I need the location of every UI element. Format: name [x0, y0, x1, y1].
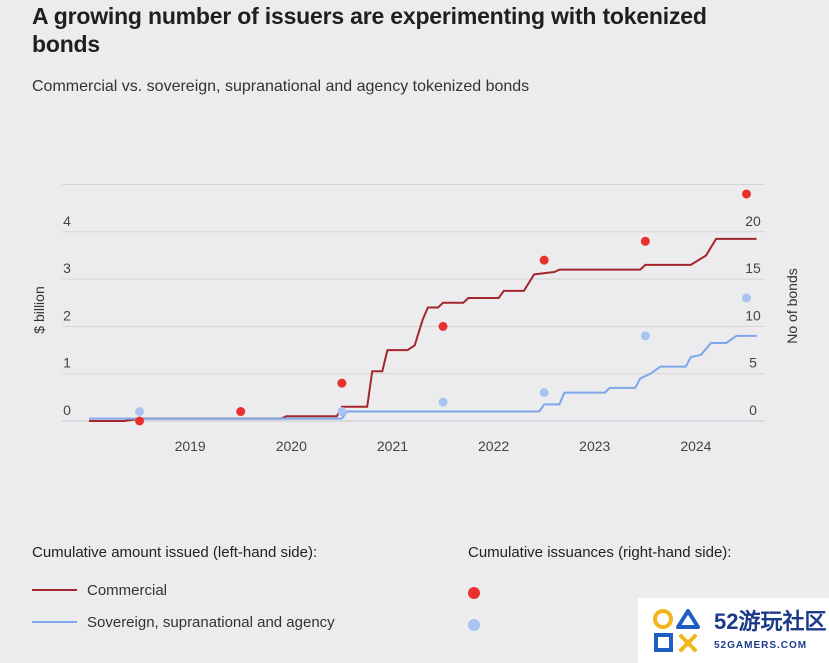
x-tick-label: 2019: [175, 438, 206, 454]
legend-line-commercial: [32, 589, 77, 591]
x-tick-label: 2023: [579, 438, 610, 454]
watermark-logo: 52游玩社区 52GAMERS.COM: [638, 598, 829, 663]
dot-sovereign: [741, 293, 751, 303]
series-line-sovereign: [89, 334, 757, 420]
legend-dot-sovereign: [468, 619, 480, 631]
legend-dot-commercial: [468, 587, 480, 599]
x-tick-label: 2020: [276, 438, 307, 454]
legend-label-commercial: Commercial: [87, 581, 168, 599]
dot-commercial: [539, 255, 549, 265]
y-tick-right-label: 10: [745, 307, 761, 323]
x-tick-label: 2021: [377, 438, 408, 454]
y-tick-right-label: 20: [745, 213, 761, 229]
y-tick-left-label: 0: [63, 402, 71, 418]
chart-subtitle: Commercial vs. sovereign, supranational …: [32, 78, 530, 95]
y-tick-left-label: 4: [63, 213, 71, 229]
x-tick-label: 2022: [478, 438, 509, 454]
y-axis-right-title: No of bonds: [784, 268, 800, 344]
dot-sovereign: [640, 331, 650, 341]
dot-sovereign: [135, 407, 145, 417]
legend-item-sovereign: Sovereign, supranational and agency: [32, 612, 335, 632]
y-tick-right-label: 0: [749, 402, 757, 418]
chart-area: 0 1 2 3 4 0 5 10 15 20 $ billion No of bonds 2019 202…: [31, 184, 800, 454]
y-axis-left-title: $ billion: [31, 286, 47, 333]
dot-commercial: [640, 236, 650, 246]
watermark-text: 52游玩社区: [714, 609, 827, 634]
legend-heading-right: Cumulative issuances (right-hand side):: [468, 544, 732, 561]
y-tick-left-label: 1: [63, 355, 71, 371]
dot-commercial: [135, 416, 145, 426]
dot-sovereign: [337, 407, 347, 417]
dot-sovereign: [539, 388, 549, 398]
watermark-subtext: 52GAMERS.COM: [714, 640, 808, 651]
series-line-commercial: [89, 237, 757, 422]
legend-label-sovereign: Sovereign, supranational and agency: [87, 613, 335, 631]
y-tick-right-label: 5: [749, 355, 757, 371]
y-tick-left-label: 3: [63, 260, 71, 276]
y-tick-right-label: 15: [745, 260, 761, 276]
gamepad-symbols-icon: [650, 606, 708, 656]
dot-commercial: [236, 407, 246, 417]
x-tick-label: 2024: [680, 438, 711, 454]
legend-heading-left: Cumulative amount issued (left-hand side…: [32, 544, 318, 561]
dot-commercial: [741, 189, 751, 199]
legend-line-sovereign: [32, 621, 77, 623]
chart-title: A growing number of issuers are experime…: [32, 3, 707, 57]
y-tick-left-label: 2: [63, 307, 71, 323]
legend-item-commercial: Commercial: [32, 580, 167, 600]
dot-sovereign: [438, 397, 448, 407]
dot-commercial: [337, 378, 347, 388]
dot-commercial: [438, 321, 448, 331]
